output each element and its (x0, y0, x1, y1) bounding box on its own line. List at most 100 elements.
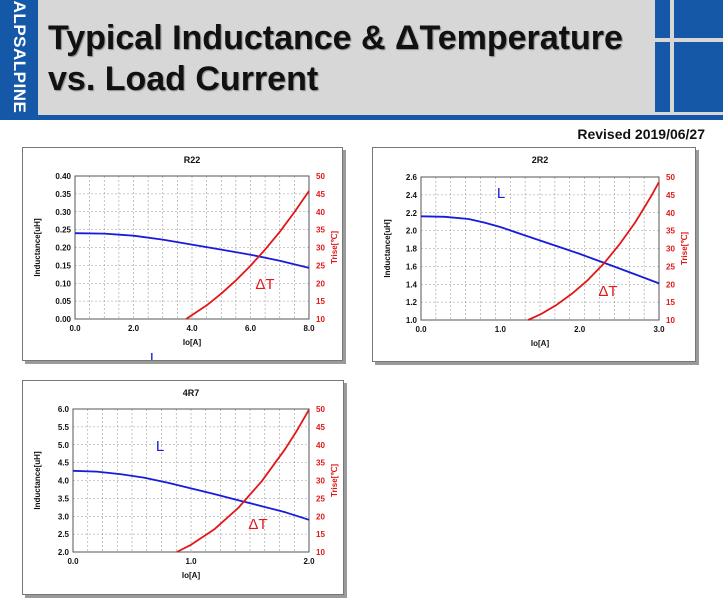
chart-svg-2: 4R7 2.0 2.5 3.0 3.5 4.0 4.5 5.0 5.5 6.0 10 15 20 25 30… (33, 388, 339, 580)
x-tick-label: 3.0 (653, 325, 665, 334)
page-title-line2: vs. Load Current (48, 60, 319, 98)
chart-4r7: 4R7 2.0 2.5 3.0 3.5 4.0 4.5 5.0 5.5 6.0 10 15 20 25 30… (22, 380, 344, 595)
series-label: L (497, 185, 505, 202)
y-tick-label: 5.5 (58, 423, 70, 432)
y-tick-label: 0.15 (55, 261, 71, 270)
y-tick-label: 0.35 (55, 190, 71, 199)
plot-frame (74, 175, 310, 320)
page-title-line1: Typical Inductance & ΔTemperature (48, 19, 623, 57)
y-tick-label: 2.6 (406, 173, 418, 182)
y2-tick-label: 45 (666, 191, 675, 200)
series-line-inductance (74, 232, 310, 269)
x-tick-label: 0.0 (67, 557, 79, 566)
y-tick-label: 0.25 (55, 226, 71, 235)
y2-tick-label: 20 (316, 279, 325, 288)
y-tick-label: 0.40 (55, 172, 71, 181)
y-tick-label: 0.00 (55, 315, 71, 324)
y-axis-label: Inductance[uH] (33, 218, 42, 277)
y2-tick-label: 35 (316, 459, 325, 468)
x-tick-label: 4.0 (186, 324, 198, 333)
y-tick-label: 1.4 (406, 280, 418, 289)
y2-tick-label: 45 (316, 190, 325, 199)
y-tick-label: 2.4 (406, 191, 418, 200)
y-tick-label: 2.5 (58, 530, 70, 539)
y2-tick-label: 25 (666, 262, 675, 271)
x-tick-label: 1.0 (495, 325, 507, 334)
y2-axis-label: Trise[℃] (330, 231, 339, 264)
series-label: ΔT (255, 276, 274, 293)
x-tick-label: 2.0 (574, 325, 586, 334)
y-tick-label: 0.20 (55, 244, 71, 253)
y2-tick-label: 25 (316, 261, 325, 270)
series-label: L (150, 350, 158, 360)
y2-tick-label: 50 (316, 172, 325, 181)
chart-2r2: 2R2 1.0 1.2 1.4 1.6 1.8 2.0 2.2 2.4 2.6 10 15 20 25 30… (372, 147, 696, 362)
header-rule (0, 115, 723, 120)
y2-tick-label: 20 (316, 512, 325, 521)
y-tick-label: 2.0 (58, 548, 70, 557)
series-label: ΔT (598, 283, 617, 300)
y2-axis-label: Trise[℃] (330, 464, 339, 497)
x-tick-label: 2.0 (303, 557, 315, 566)
y2-tick-label: 40 (316, 441, 325, 450)
y2-tick-label: 45 (316, 423, 325, 432)
y-tick-label: 1.6 (406, 262, 418, 271)
y-tick-label: 2.0 (406, 227, 418, 236)
y-axis-label: Inductance[uH] (383, 219, 392, 278)
y2-tick-label: 50 (316, 405, 325, 414)
y-tick-label: 0.05 (55, 297, 71, 306)
y2-tick-label: 15 (316, 297, 325, 306)
x-tick-label: 8.0 (303, 324, 315, 333)
x-tick-label: 6.0 (245, 324, 257, 333)
y-tick-label: 1.0 (406, 316, 418, 325)
y-tick-label: 0.10 (55, 279, 71, 288)
y2-tick-label: 30 (316, 477, 325, 486)
x-axis-label: Io[A] (183, 338, 202, 347)
y-axis-label: Inductance[uH] (33, 451, 42, 510)
y2-tick-label: 40 (666, 209, 675, 218)
y2-tick-label: 40 (316, 208, 325, 217)
chart-r22: R22 0.00 0.05 0.10 0.15 0.20 0.25 0.30 0.35 0.40 1… (22, 147, 343, 361)
y-tick-label: 6.0 (58, 405, 70, 414)
series-label: ΔT (248, 516, 267, 533)
chart-title: 2R2 (532, 155, 549, 165)
chart-title: 4R7 (183, 388, 200, 398)
series-label: L (156, 438, 164, 455)
y2-tick-label: 50 (666, 173, 675, 182)
y2-axis-label: Trise[℃] (680, 232, 689, 265)
grid (73, 409, 309, 552)
plot-frame (72, 408, 310, 553)
y2-tick-label: 30 (316, 244, 325, 253)
series-line-delta-t (185, 190, 310, 320)
x-tick-label: 1.0 (185, 557, 197, 566)
series-line-delta-t (176, 409, 310, 553)
chart-title: R22 (184, 155, 201, 165)
x-axis-label: Io[A] (531, 339, 550, 348)
y2-tick-label: 10 (316, 315, 325, 324)
y2-tick-label: 25 (316, 494, 325, 503)
brand-logo: ALPSALPINE (10, 0, 29, 114)
y-tick-label: 4.5 (58, 459, 70, 468)
y-tick-label: 4.0 (58, 477, 70, 486)
y-tick-label: 0.30 (55, 208, 71, 217)
series-line-inductance (72, 469, 310, 521)
plot-frame (420, 176, 660, 321)
series-line-delta-t (527, 181, 660, 321)
y-tick-label: 5.0 (58, 441, 70, 450)
decorative-blocks (655, 0, 723, 118)
y2-tick-label: 10 (316, 548, 325, 557)
page-title: Typical Inductance & ΔTemperature vs. Lo… (48, 18, 623, 100)
grid (421, 177, 659, 320)
header (0, 0, 723, 120)
x-tick-label: 0.0 (69, 324, 81, 333)
y-tick-label: 3.0 (58, 512, 70, 521)
x-tick-label: 2.0 (128, 324, 140, 333)
y-tick-label: 2.2 (406, 209, 418, 218)
y-tick-label: 1.2 (406, 298, 418, 307)
y2-tick-label: 30 (666, 245, 675, 254)
series-line-inductance (420, 215, 660, 285)
x-axis-label: Io[A] (182, 571, 201, 580)
y2-tick-label: 20 (666, 280, 675, 289)
y-tick-label: 3.5 (58, 494, 70, 503)
x-tick-label: 0.0 (415, 325, 427, 334)
